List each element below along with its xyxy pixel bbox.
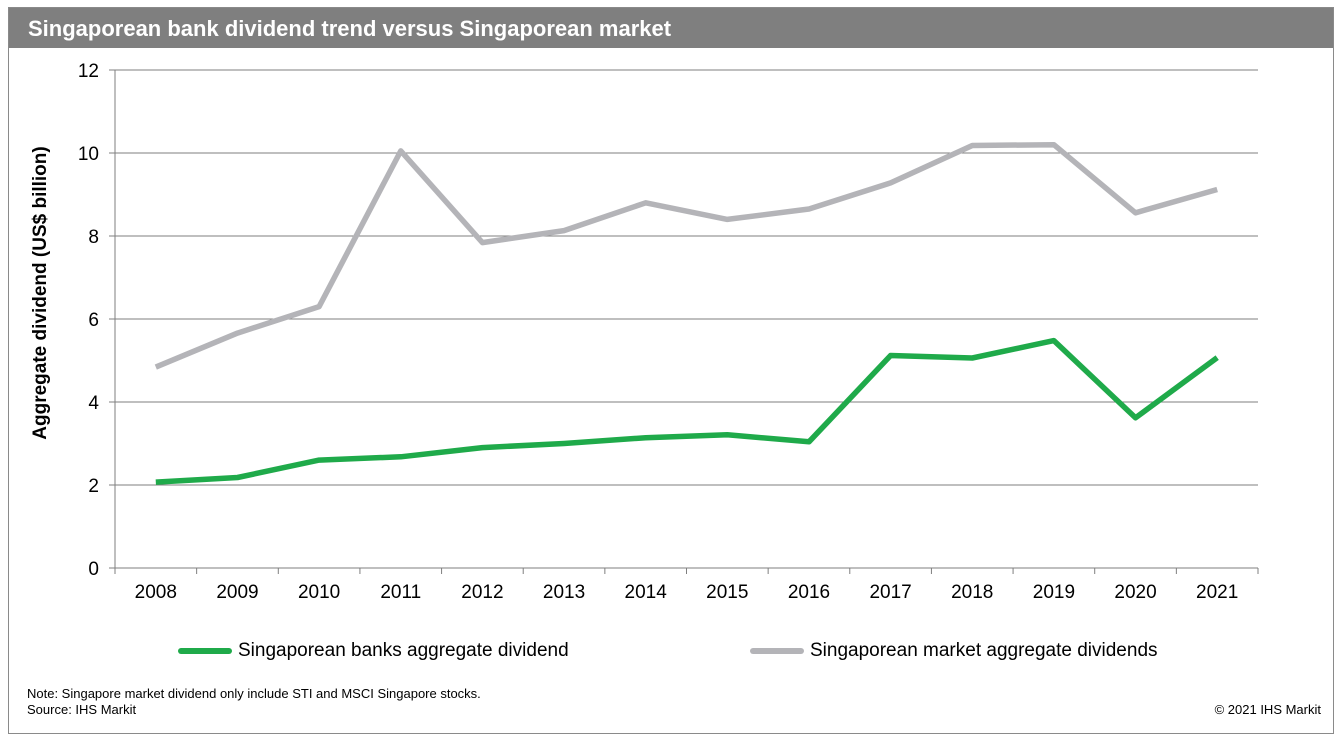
x-tick-label: 2015 bbox=[706, 582, 748, 603]
legend-label-market: Singaporean market aggregate dividends bbox=[810, 640, 1158, 661]
source-text: Source: IHS Markit bbox=[27, 702, 137, 717]
x-tick-label: 2013 bbox=[543, 582, 585, 603]
x-tick-label: 2014 bbox=[625, 582, 668, 603]
footnote: Note: Singapore market dividend only inc… bbox=[27, 686, 481, 718]
title-bar: Singaporean bank dividend trend versus S… bbox=[9, 8, 1333, 48]
copyright-text: © 2021 IHS Markit bbox=[1214, 702, 1321, 717]
legend-swatch-market bbox=[750, 648, 804, 654]
axes bbox=[109, 69, 1259, 574]
series-lines bbox=[154, 141, 1219, 485]
chart-frame: Singaporean bank dividend trend versus S… bbox=[8, 7, 1334, 734]
legend-label-banks: Singaporean banks aggregate dividend bbox=[238, 640, 569, 661]
legend-swatch-banks bbox=[178, 648, 232, 654]
legend-item-banks: Singaporean banks aggregate dividend bbox=[178, 636, 569, 666]
note-text: Note: Singapore market dividend only inc… bbox=[27, 686, 481, 701]
series-line-banks bbox=[155, 337, 1219, 485]
x-tick-label: 2020 bbox=[1114, 582, 1156, 603]
x-tick-label: 2008 bbox=[135, 582, 177, 603]
x-tick-label: 2016 bbox=[788, 582, 830, 603]
x-tick-label: 2017 bbox=[869, 582, 911, 603]
x-tick-label: 2012 bbox=[461, 582, 503, 603]
x-tick-labels: 2008 2009 2010 2011 2012 2013 2014 2015 2016 2017… bbox=[135, 582, 1239, 603]
y-tick-label: 4 bbox=[88, 393, 99, 414]
y-tick-label: 10 bbox=[78, 144, 99, 165]
y-tick-label: 8 bbox=[88, 227, 99, 248]
series-line-market bbox=[154, 141, 1218, 370]
y-tick-labels: 0 2 4 6 8 10 12 bbox=[78, 61, 100, 580]
x-tick-label: 2021 bbox=[1196, 582, 1238, 603]
x-tick-label: 2010 bbox=[298, 582, 340, 603]
legend-item-market: Singaporean market aggregate dividends bbox=[750, 636, 1158, 666]
y-tick-label: 6 bbox=[88, 310, 99, 331]
x-tick-label: 2018 bbox=[951, 582, 993, 603]
y-axis-label: Aggregate dividend (US$ billion) bbox=[30, 146, 51, 439]
chart-title: Singaporean bank dividend trend versus S… bbox=[28, 16, 672, 41]
x-tick-label: 2009 bbox=[216, 582, 258, 603]
x-tick-label: 2011 bbox=[380, 582, 421, 603]
y-tick-label: 12 bbox=[78, 61, 99, 82]
gridlines bbox=[115, 69, 1258, 486]
y-tick-label: 2 bbox=[88, 476, 99, 497]
y-tick-label: 0 bbox=[88, 559, 99, 580]
x-tick-label: 2019 bbox=[1033, 582, 1075, 603]
